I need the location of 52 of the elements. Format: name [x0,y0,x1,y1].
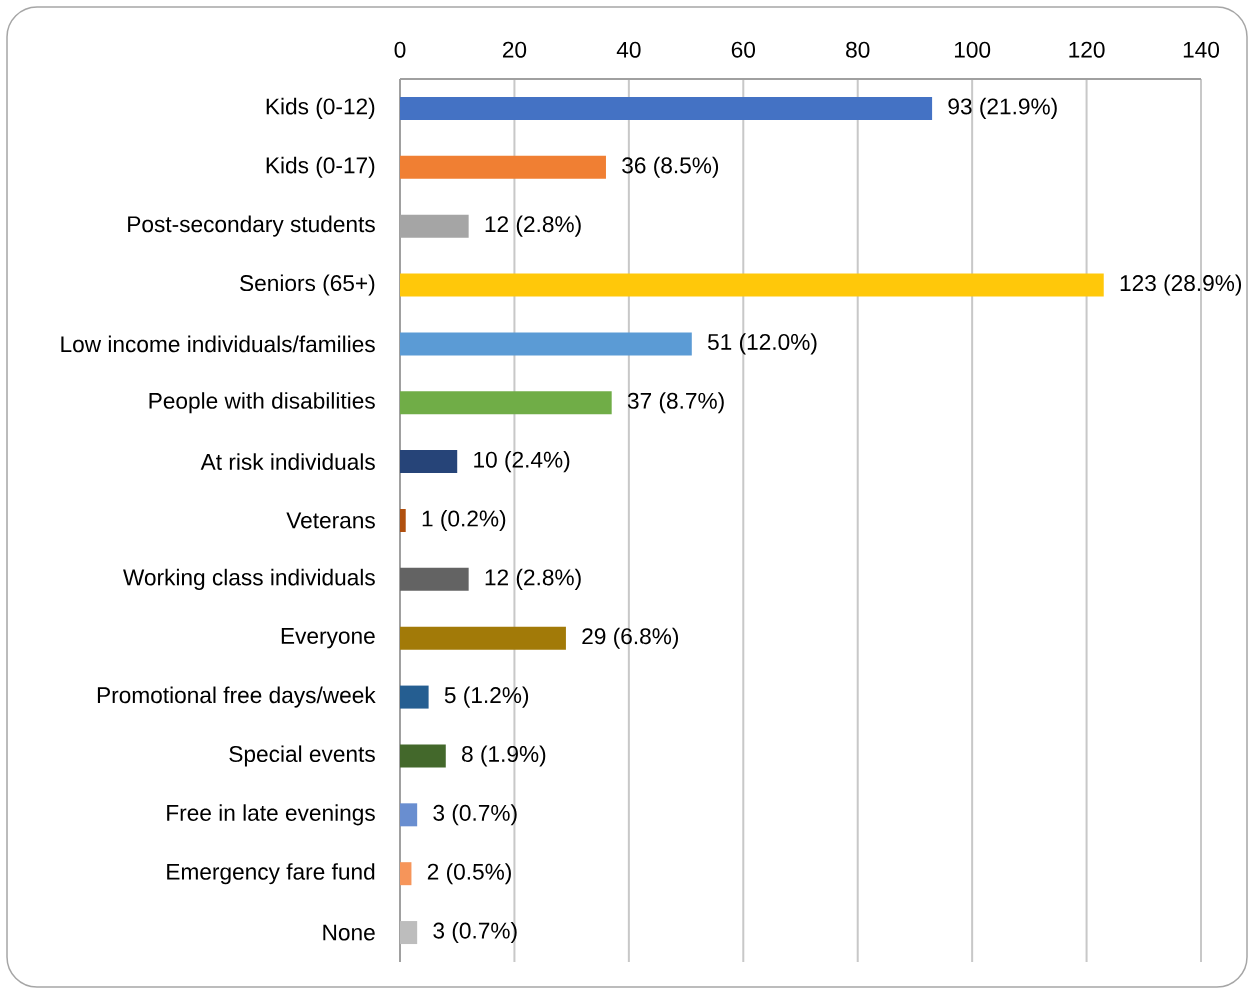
bar [400,803,418,827]
x-tick-label: 100 [954,41,991,58]
data-label: 1 (0.2%) [422,509,506,532]
y-tick-label: Post-secondary students [128,215,375,237]
bar [400,273,1104,297]
y-tick-label: Everyone [281,628,375,649]
bar [400,391,612,415]
bar [400,744,446,768]
y-tick-label: Working class individuals [123,568,375,590]
data-label: 8 (1.9%) [462,745,546,767]
data-label: 3 (0.7%) [433,804,517,826]
x-tick-label: 40 [616,41,641,58]
y-tick-label: People with disabilities [149,392,375,414]
y-tick-label: Kids (0-12) [266,97,375,119]
data-label: 29 (6.8%) [582,627,679,649]
x-tick-label: 60 [731,41,756,58]
y-tick-label: Seniors (65+) [240,274,375,296]
bar [400,862,412,886]
bar [400,921,418,945]
bar [400,626,566,650]
data-label: 51 (12.0%) [707,333,817,355]
x-tick-label: 120 [1069,41,1105,58]
x-tick-label: 0 [394,41,406,58]
data-label: 12 (2.8%) [485,215,581,237]
bar [400,332,692,356]
data-label: 37 (8.7%) [627,392,724,414]
data-label: 5 (1.2%) [444,686,529,708]
y-tick-label: Promotional free days/week [97,686,376,708]
x-tick-label: 140 [1183,41,1220,58]
y-tick-label: Low income individuals/families [61,335,375,353]
data-label: 36 (8.5%) [622,156,719,178]
bar [400,508,406,532]
y-tick-label: None [323,924,375,941]
x-tick-label: 20 [502,41,527,58]
bar [400,155,606,179]
data-label: 123 (28.9%) [1120,274,1242,296]
bar [400,685,429,709]
data-label: 93 (21.9%) [948,97,1057,119]
data-label: 10 (2.4%) [474,451,570,473]
y-tick-label: Veterans [286,512,375,529]
bar [400,96,933,120]
x-tick-label: 80 [846,41,870,58]
y-tick-label: Free in late evenings [167,804,375,826]
y-tick-label: Kids (0-17) [266,156,375,178]
y-tick-label: Emergency fare fund [167,863,375,885]
y-tick-label: At risk individuals [200,453,375,470]
y-tick-label: Special events [229,745,375,767]
bar [400,567,469,591]
data-label: 2 (0.5%) [427,863,511,885]
data-label: 12 (2.8%) [485,568,581,590]
bar [400,450,458,474]
data-label: 3 (0.7%) [433,922,517,944]
